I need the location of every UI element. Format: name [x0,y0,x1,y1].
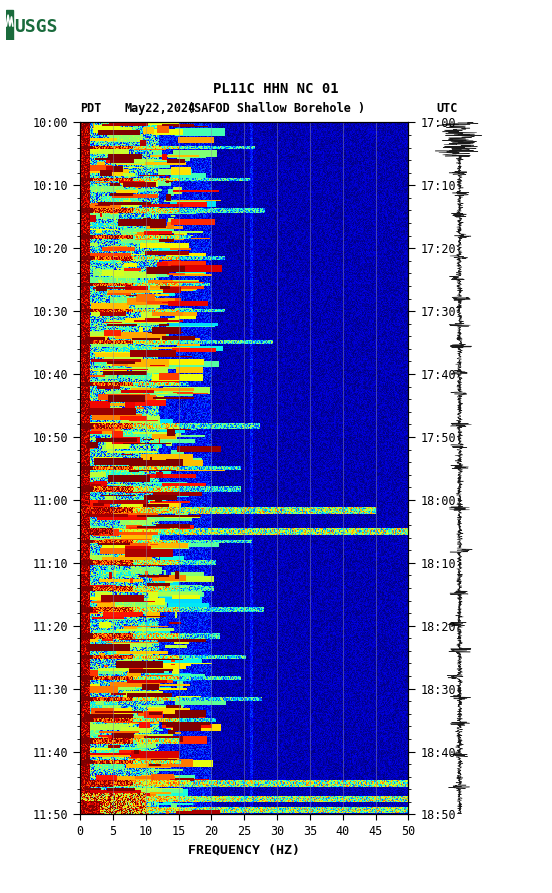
X-axis label: FREQUENCY (HZ): FREQUENCY (HZ) [188,843,300,856]
Text: May22,2024: May22,2024 [124,102,195,115]
Text: PDT: PDT [80,102,102,115]
Text: USGS: USGS [14,18,58,36]
Polygon shape [6,10,13,40]
Text: PL11C HHN NC 01: PL11C HHN NC 01 [213,81,339,96]
Text: UTC: UTC [437,102,458,115]
Text: (SAFOD Shallow Borehole ): (SAFOD Shallow Borehole ) [187,102,365,115]
